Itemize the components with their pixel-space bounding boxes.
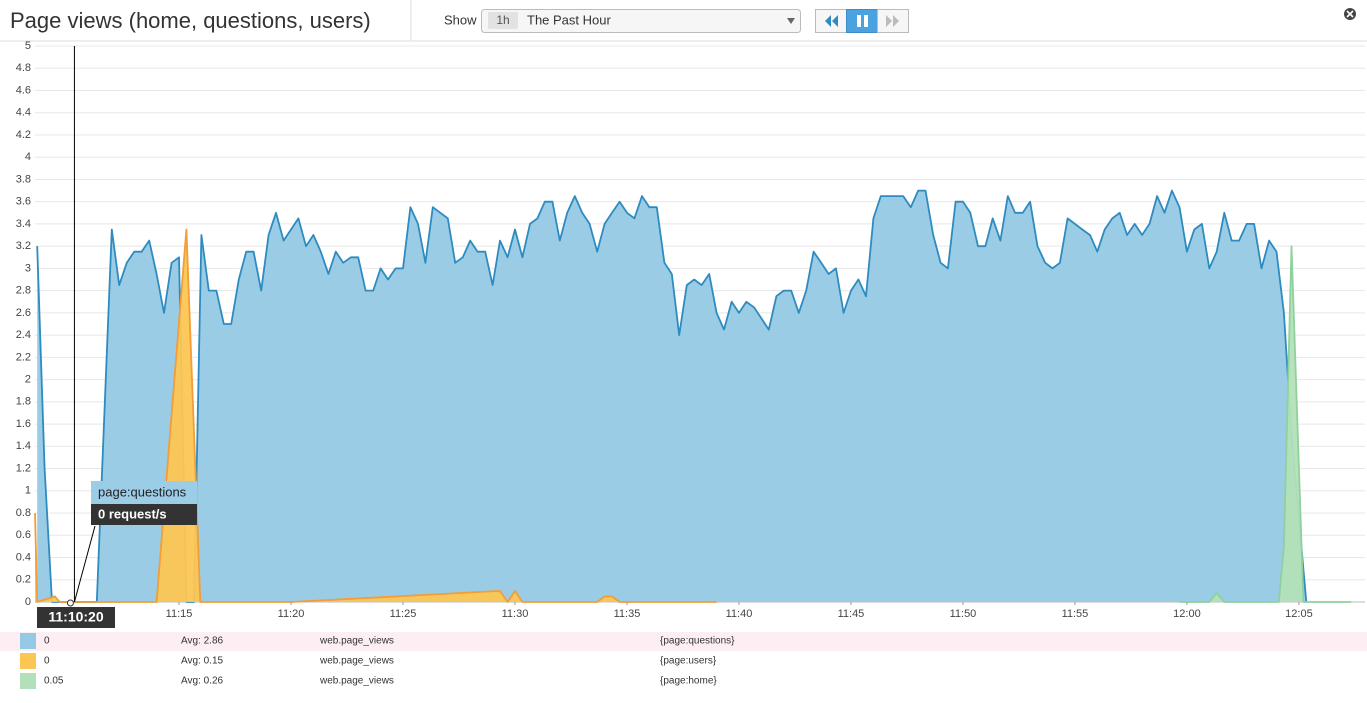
legend-current: 0	[44, 636, 50, 647]
pause-icon	[864, 15, 868, 27]
y-tick-label: 3.4	[16, 218, 31, 230]
legend-avg: Avg: 0.26	[181, 676, 224, 687]
legend-avg: Avg: 2.86	[181, 636, 224, 647]
dropdown-box[interactable]	[481, 9, 801, 33]
legend-name: {page:users}	[660, 656, 717, 667]
pause-icon	[857, 15, 861, 27]
y-tick-label: 2	[25, 374, 31, 386]
y-tick-label: 2.6	[16, 307, 31, 319]
legend-metric: web.page_views	[319, 636, 394, 647]
y-tick-label: 2.8	[16, 285, 31, 297]
series-line	[34, 228, 717, 603]
legend-row: 0 Avg: 0.15 web.page_views {page:users}	[20, 653, 717, 669]
series-line	[1179, 245, 1352, 603]
y-tick-label: 3.8	[16, 173, 31, 185]
legend-row-highlight	[0, 632, 1367, 651]
tooltip-series-bg	[91, 481, 197, 504]
y-tick-label: 1.6	[16, 418, 31, 430]
x-tick-label: 11:20	[278, 608, 305, 620]
x-tick-label: 12:00	[1173, 608, 1201, 620]
y-tick-label: 1.4	[16, 440, 31, 452]
pause-button[interactable]	[846, 9, 878, 33]
tooltip-value-bg	[91, 504, 197, 525]
tooltip-series: page:questions	[98, 484, 187, 499]
tooltip-value: 0 request/s	[98, 506, 167, 521]
y-tick-label: 4.4	[16, 107, 31, 119]
y-tick-label: 4	[25, 151, 31, 163]
y-tick-label: 4.6	[16, 84, 31, 96]
y-tick-label: 2.4	[16, 329, 31, 341]
y-tick-label: 0.4	[16, 551, 31, 563]
close-button[interactable]	[1344, 8, 1356, 20]
y-tick-label: 1.2	[16, 462, 31, 474]
legend-swatch	[20, 633, 36, 649]
range-dropdown[interactable]: 1h The Past Hour	[481, 9, 801, 33]
series-area	[37, 190, 1307, 602]
playback-controls	[815, 9, 909, 33]
y-tick-label: 3	[25, 262, 31, 274]
legend-name: {page:home}	[660, 676, 717, 687]
rewind-icon	[825, 15, 838, 27]
legend-metric: web.page_views	[319, 656, 394, 667]
time-label-bg	[37, 607, 115, 628]
y-tick-label: 2.2	[16, 351, 31, 363]
legend-swatch	[20, 673, 36, 689]
dropdown-arrow	[787, 18, 795, 24]
x-tick-label: 12:05	[1285, 608, 1313, 620]
time-marker	[66, 599, 74, 607]
legend-name: {page:questions}	[660, 636, 735, 647]
y-tick-label: 4.2	[16, 129, 31, 141]
range-label: The Past Hour	[527, 12, 611, 27]
y-tick-label: 0.8	[16, 507, 31, 519]
x-tick-label: 11:25	[390, 608, 417, 620]
time-label: 11:10:20	[48, 609, 103, 625]
y-tick-label: 1	[25, 485, 31, 497]
range-chip	[488, 12, 518, 29]
y-tick-label: 3.2	[16, 240, 31, 252]
legend-current: 0.05	[44, 676, 64, 687]
tooltip-pointer	[73, 525, 96, 603]
x-tick-label: 11:40	[726, 608, 753, 620]
y-tick-label: 1.8	[16, 396, 31, 408]
x-tick-label: 11:35	[614, 608, 641, 620]
close-x	[1346, 10, 1354, 18]
y-tick-label: 0.6	[16, 529, 31, 541]
widget-title: Page views (home, questions, users)	[10, 8, 371, 33]
y-tick-label: 4.8	[16, 62, 31, 74]
legend-current: 0	[44, 656, 50, 667]
x-tick-label: 11:50	[950, 608, 977, 620]
x-tick-label: 11:55	[1062, 608, 1089, 620]
series-line	[36, 189, 1308, 603]
x-tick-label: 11:45	[838, 608, 865, 620]
show-label: Show	[444, 12, 477, 27]
range-short: 1h	[496, 13, 509, 27]
x-tick-label: 11:30	[502, 608, 529, 620]
forward-icon	[886, 15, 899, 27]
legend-row: 0.05 Avg: 0.26 web.page_views {page:home}	[20, 673, 717, 689]
legend-avg: Avg: 0.15	[181, 656, 224, 667]
y-tick-label: 3.6	[16, 196, 31, 208]
legend-metric: web.page_views	[319, 676, 394, 687]
legend-row: 0 Avg: 2.86 web.page_views {page:questions}	[0, 632, 1367, 651]
y-tick-label: 0.2	[16, 574, 31, 586]
legend-swatch	[20, 653, 36, 669]
y-tick-label: 5	[25, 40, 31, 52]
x-tick-label: 11:15	[166, 608, 193, 620]
y-tick-label: 0	[25, 596, 31, 608]
